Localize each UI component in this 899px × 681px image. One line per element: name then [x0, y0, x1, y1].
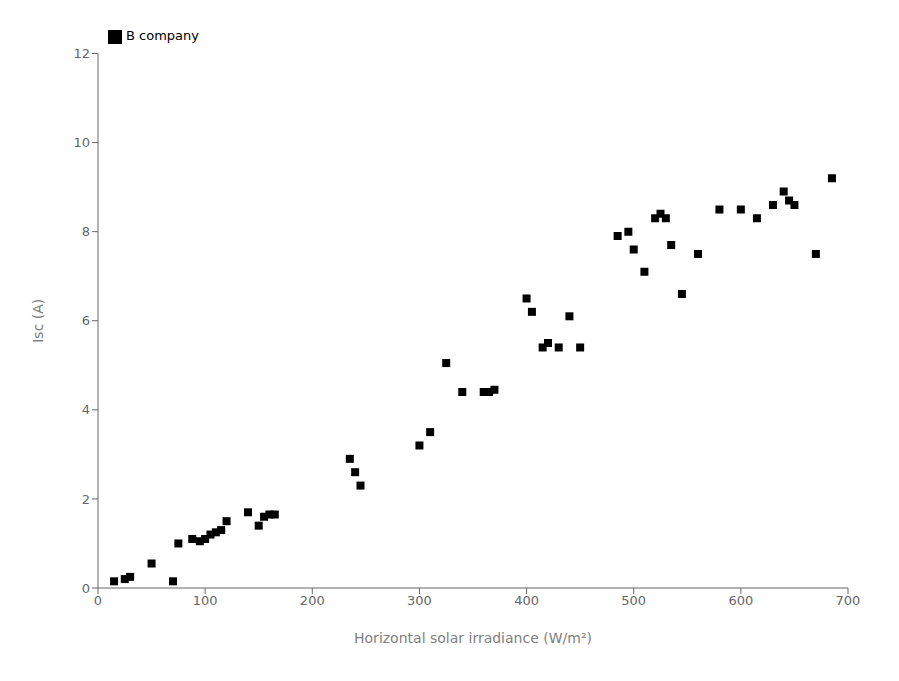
svg-text:100: 100 [193, 593, 218, 608]
svg-text:600: 600 [728, 593, 753, 608]
svg-text:6: 6 [82, 313, 90, 328]
svg-text:400: 400 [514, 593, 539, 608]
svg-text:200: 200 [300, 593, 325, 608]
svg-text:4: 4 [82, 402, 90, 417]
svg-text:0: 0 [94, 593, 102, 608]
svg-text:8: 8 [82, 224, 90, 239]
svg-text:10: 10 [73, 135, 90, 150]
html-text:B company: B company [126, 28, 199, 43]
svg-text:700: 700 [836, 593, 861, 608]
svg-text:0: 0 [82, 581, 90, 596]
svg-text:500: 500 [621, 593, 646, 608]
svg-text:2: 2 [82, 492, 90, 507]
svg-text:Horizontal solar irradiance (W: Horizontal solar irradiance (W/m²) [354, 630, 592, 646]
svg-text:12: 12 [73, 46, 90, 61]
svg-text:Isc (A): Isc (A) [30, 299, 46, 343]
svg-text:300: 300 [407, 593, 432, 608]
